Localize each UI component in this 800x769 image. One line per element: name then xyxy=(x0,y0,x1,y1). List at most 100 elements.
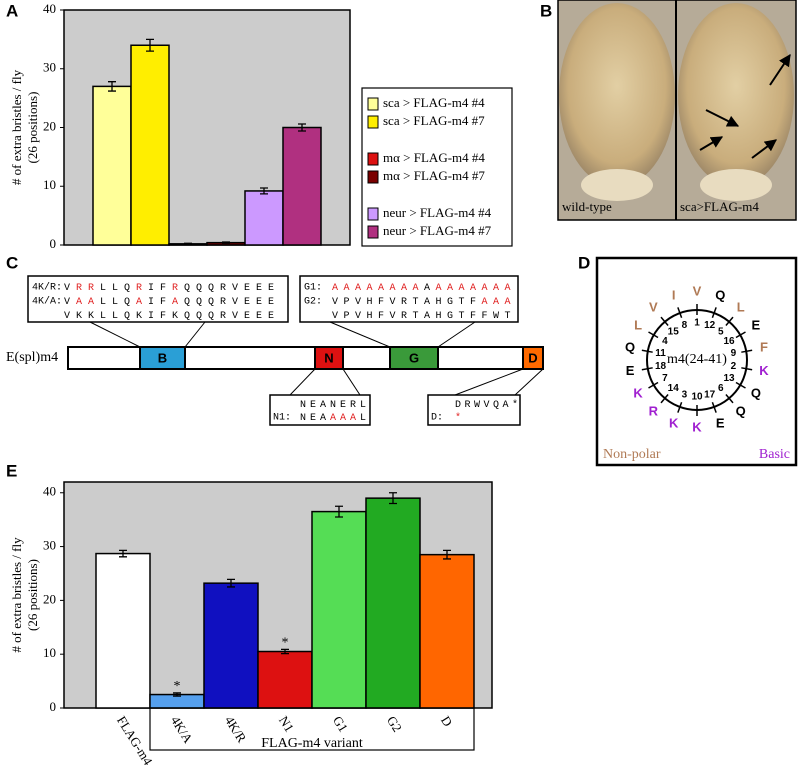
protein-domain xyxy=(389,346,439,370)
y-tick-label: 10 xyxy=(43,177,56,192)
residue-position: 4 xyxy=(662,336,668,347)
residue: P xyxy=(344,297,350,308)
residue: R xyxy=(172,283,178,294)
residue: D xyxy=(455,400,461,411)
residue: W xyxy=(474,400,480,411)
residue: A xyxy=(493,283,499,294)
residue: N xyxy=(300,400,306,411)
residue: A xyxy=(493,297,499,308)
residue: I xyxy=(148,297,154,308)
residue-letter: K xyxy=(759,363,769,378)
residue-position: 14 xyxy=(668,383,680,394)
residue: A xyxy=(447,283,453,294)
residue-letter: Q xyxy=(715,288,725,303)
wheel-tick xyxy=(725,393,734,404)
error-bar xyxy=(184,242,192,246)
residue: T xyxy=(459,297,465,308)
panel-label: E xyxy=(6,461,17,480)
residue: E xyxy=(268,297,274,308)
residue: P xyxy=(344,311,350,322)
connector xyxy=(329,321,391,348)
residue-position: 6 xyxy=(718,383,724,394)
protein-domain xyxy=(522,346,544,370)
y-axis-label: # of extra bristles / fly xyxy=(9,537,24,653)
bar xyxy=(130,44,170,246)
residue-position: 12 xyxy=(704,320,716,331)
arrow xyxy=(769,54,791,86)
connector-lines xyxy=(89,321,544,396)
bar xyxy=(282,126,322,246)
residue: R xyxy=(401,311,407,322)
residue: R xyxy=(76,283,82,294)
error-bar xyxy=(146,38,154,52)
residue: * xyxy=(512,399,518,411)
residue: R xyxy=(220,283,226,294)
wheel-tick xyxy=(735,331,746,339)
residue: Q xyxy=(184,297,190,308)
residue: A xyxy=(503,400,509,411)
residue: A xyxy=(136,297,142,308)
residue-letter: Q xyxy=(751,385,761,400)
residue-letter: K xyxy=(669,415,679,430)
wheel-tick xyxy=(677,402,683,413)
bar xyxy=(203,582,259,709)
residue: Q xyxy=(124,283,130,294)
legend-box xyxy=(361,87,513,247)
residue-letter: R xyxy=(649,404,659,419)
error-bar xyxy=(222,241,230,244)
residue: F xyxy=(470,311,476,322)
thorax-mutant xyxy=(678,3,794,187)
sequence-box xyxy=(299,275,519,323)
wheel-tick xyxy=(741,349,753,353)
legend-label: sca > FLAG-m4 #4 xyxy=(383,95,485,110)
residue-letter: Q xyxy=(736,404,746,419)
x-tick-label: D xyxy=(438,713,456,729)
legend-label: mα > FLAG-m4 #4 xyxy=(383,150,485,165)
residue: A xyxy=(378,283,384,294)
residue: Q xyxy=(196,283,202,294)
residue: A xyxy=(424,297,430,308)
error-bar xyxy=(298,123,306,132)
wheel-tick xyxy=(741,367,753,371)
residue-position: 13 xyxy=(723,373,735,384)
residue: Q xyxy=(196,297,202,308)
residue: A xyxy=(320,413,326,424)
residue: E xyxy=(256,283,262,294)
y-axis-label: (26 positions) xyxy=(25,559,40,631)
x-axis-label: FLAG-m4 variant xyxy=(261,736,363,751)
residue: V xyxy=(355,311,361,322)
residue: L xyxy=(100,297,106,308)
residue-letter: E xyxy=(752,317,761,332)
residue: E xyxy=(256,297,262,308)
residue: F xyxy=(160,297,166,308)
residue: A xyxy=(424,283,430,294)
residue-letter: L xyxy=(634,317,642,332)
residue: Q xyxy=(208,311,214,322)
residue: * xyxy=(455,412,461,424)
residue: L xyxy=(360,400,366,411)
residue: A xyxy=(424,311,430,322)
annotation: * xyxy=(282,636,289,651)
arrow xyxy=(705,109,740,127)
domain-label: B xyxy=(158,350,167,365)
residue: V xyxy=(332,311,338,322)
residue: R xyxy=(88,283,94,294)
photo-caption: sca>FLAG-m4 xyxy=(680,199,759,214)
residue: E xyxy=(244,283,250,294)
residue-position: 11 xyxy=(655,348,666,359)
error-bar xyxy=(335,505,343,518)
residue: F xyxy=(160,283,166,294)
wheel-legend: Basic xyxy=(759,447,790,462)
scutellum xyxy=(581,169,653,201)
legend-swatch xyxy=(367,225,379,239)
wheel-tick xyxy=(648,331,659,339)
y-axis-label: (26 positions) xyxy=(25,92,40,164)
y-tick-label: 10 xyxy=(43,645,56,660)
wheel-tick xyxy=(711,402,717,413)
residue: V xyxy=(484,400,490,411)
wheel-tick xyxy=(660,316,669,327)
residue: E xyxy=(268,283,274,294)
